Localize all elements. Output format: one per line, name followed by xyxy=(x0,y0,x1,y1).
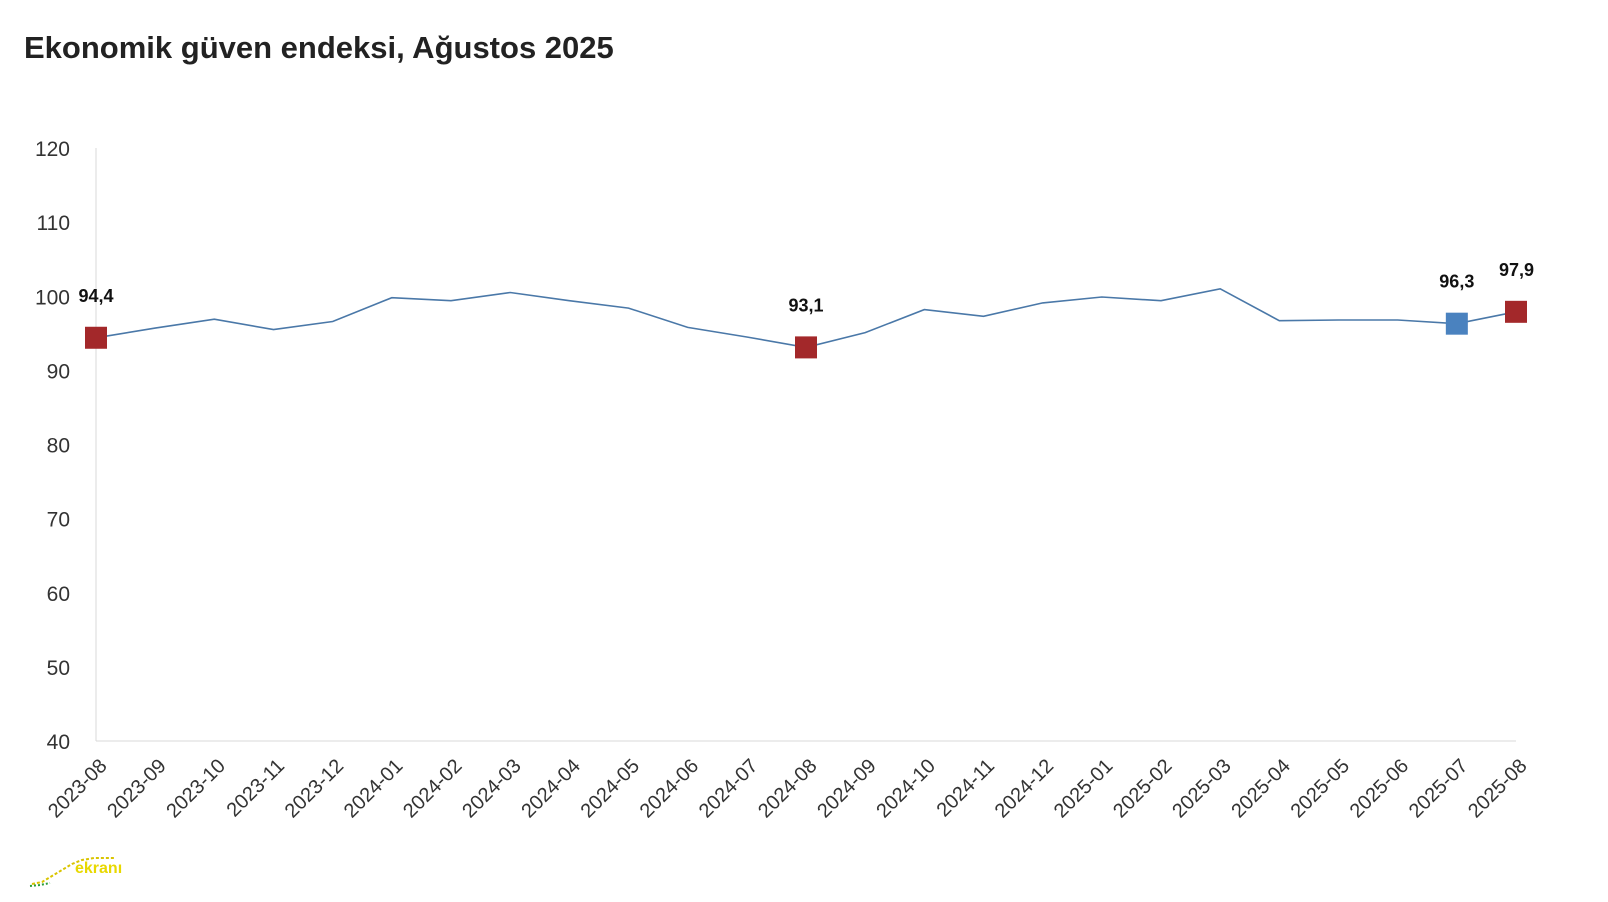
y-tick-label: 40 xyxy=(47,731,70,754)
y-tick-label: 80 xyxy=(47,435,70,458)
x-tick-label: 2025-06 xyxy=(1346,755,1413,822)
y-axis: 40 50 60 70 80 90 100 110 120 xyxy=(35,138,97,754)
x-tick-label: 2025-07 xyxy=(1405,755,1472,822)
y-tick-label: 60 xyxy=(47,583,70,606)
y-tick-label: 110 xyxy=(37,212,70,235)
data-point-marker xyxy=(85,326,107,349)
watermark-text: ekranı xyxy=(75,860,123,877)
data-point-marker xyxy=(795,336,817,359)
x-tick-label: 2024-09 xyxy=(813,755,880,822)
marker-layer: 94,4 93,1 96,3 97,9 xyxy=(78,260,1534,359)
x-tick-label: 2025-08 xyxy=(1464,755,1531,822)
x-tick-label: 2024-06 xyxy=(636,755,703,822)
data-label: 94,4 xyxy=(78,286,113,306)
data-point-marker xyxy=(1505,300,1527,323)
x-tick-label: 2023-12 xyxy=(281,755,348,822)
x-tick-label: 2025-02 xyxy=(1109,755,1176,822)
data-label: 96,3 xyxy=(1439,272,1474,292)
x-tick-label: 2025-03 xyxy=(1168,755,1235,822)
x-tick-label: 2024-11 xyxy=(933,755,999,821)
watermark-logo xyxy=(29,857,114,887)
x-tick-label: 2023-10 xyxy=(162,755,229,822)
x-tick-label: 2025-04 xyxy=(1227,755,1294,822)
x-tick-label: 2023-11 xyxy=(223,755,289,821)
x-tick-label: 2024-08 xyxy=(754,755,821,822)
x-tick-label: 2024-07 xyxy=(695,755,762,822)
x-tick-label: 2024-04 xyxy=(517,755,584,822)
x-tick-label: 2024-12 xyxy=(991,755,1058,822)
x-tick-label: 2024-01 xyxy=(340,755,407,822)
chart-title: Ekonomik güven endeksi, Ağustos 2025 xyxy=(24,30,614,65)
y-tick-label: 100 xyxy=(35,286,70,309)
data-label: 93,1 xyxy=(788,295,823,315)
x-tick-label: 2025-05 xyxy=(1287,755,1354,822)
x-tick-label: 2023-09 xyxy=(103,755,170,822)
x-tick-label: 2025-01 xyxy=(1050,755,1117,822)
y-tick-label: 90 xyxy=(47,360,70,383)
y-tick-label: 50 xyxy=(47,657,70,680)
x-tick-label: 2024-05 xyxy=(577,755,644,822)
x-tick-label: 2024-02 xyxy=(399,755,466,822)
y-tick-label: 120 xyxy=(35,138,70,161)
x-tick-label: 2023-08 xyxy=(44,755,111,822)
x-axis: 2023-082023-092023-102023-112023-122024-… xyxy=(44,740,1532,822)
x-tick-label: 2024-03 xyxy=(458,755,525,822)
x-tick-label: 2024-10 xyxy=(872,755,939,822)
data-point-marker xyxy=(1445,312,1468,335)
y-tick-label: 70 xyxy=(47,509,70,532)
data-label: 97,9 xyxy=(1499,260,1534,280)
